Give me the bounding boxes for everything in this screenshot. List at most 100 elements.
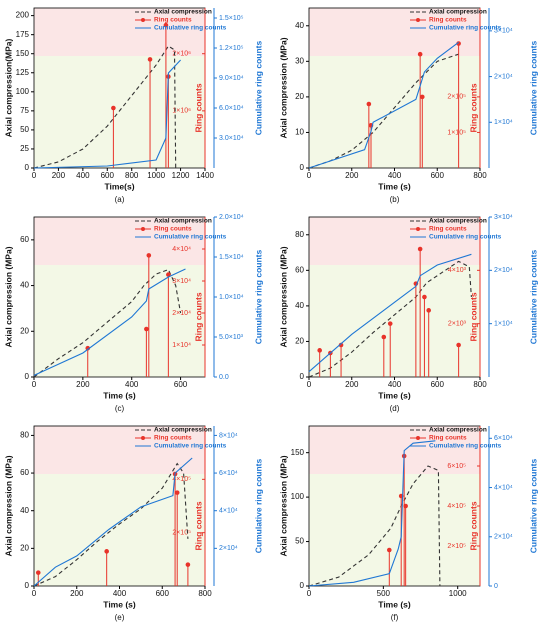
y3-tick-label: 4×10⁵ [172, 476, 191, 483]
x-tick-label: 0 [32, 171, 37, 180]
y2-tick-label: 1.5×10⁴ [219, 254, 244, 261]
y2-axis-label: Cumulative ring counts [253, 250, 263, 345]
y3-tick-label: 2×10⁵ [447, 543, 466, 550]
y3-tick-label: 3×10⁴ [172, 278, 191, 285]
x-tick-label: 600 [101, 171, 115, 180]
x-tick-label: 1000 [449, 589, 467, 598]
ring-marker [386, 547, 392, 553]
y3-tick-label: 2×10⁴ [172, 310, 191, 317]
y-axis-label: Axial compression (MPa) [278, 455, 288, 556]
y-tick-label: 75 [20, 106, 29, 115]
stage-zone [34, 426, 205, 474]
x-tick-label: 500 [377, 589, 391, 598]
y2-tick-label: 5.0×10³ [219, 334, 244, 341]
x-tick-label: 600 [431, 380, 445, 389]
y3-axis-label: Ring counts [468, 292, 478, 341]
y2-axis-label: Cumulative ring counts [253, 41, 263, 136]
y2-tick-label: 3×10⁴ [494, 28, 513, 35]
x-axis-label: Time (s) [103, 599, 136, 609]
legend-label: Axial compression [429, 9, 487, 16]
series-line [33, 59, 182, 169]
x-tick-label: 800 [473, 171, 487, 180]
y-tick-label: 10 [295, 128, 304, 137]
panel-label: (a) [115, 195, 125, 204]
x-tick-label: 600 [156, 589, 170, 598]
y-tick-label: 0 [300, 163, 305, 172]
stage-zone [34, 56, 205, 168]
ring-marker [147, 57, 153, 62]
legend-swatch [416, 227, 420, 231]
legend-label: Cumulative ring counts [154, 443, 227, 450]
y2-tick-label: 3.0×10⁴ [219, 135, 244, 142]
y-tick-label: 100 [16, 87, 30, 96]
y2-tick-label: 1×10⁴ [494, 119, 513, 126]
y3-tick-label: 4×10⁵ [447, 503, 466, 510]
ring-marker [174, 490, 180, 495]
legend-label: Ring counts [154, 435, 192, 442]
x-axis-label: Time (s) [378, 390, 411, 400]
series-line [33, 268, 182, 378]
ring-marker [185, 562, 191, 567]
legend-label: Ring counts [429, 435, 467, 442]
x-tick-label: 400 [125, 380, 139, 389]
y3-tick-label: 2×10⁵ [172, 530, 191, 537]
y2-tick-label: 6×10⁴ [494, 435, 513, 442]
y-tick-label: 40 [295, 21, 304, 30]
y3-axis-label: Ring counts [468, 501, 478, 550]
y-tick-label: 175 [16, 30, 30, 39]
stage-zone [309, 217, 480, 265]
series-line [33, 268, 186, 376]
x-tick-label: 400 [76, 171, 90, 180]
y2-tick-label: 0.0 [219, 374, 229, 381]
y-tick-label: 20 [20, 543, 29, 552]
panel-label: (b) [390, 195, 400, 204]
y3-tick-label: 1×10⁵ [447, 129, 466, 136]
y-tick-label: 80 [20, 431, 29, 440]
y2-tick-label: 4×10⁴ [494, 484, 513, 491]
y-tick-label: 40 [20, 506, 29, 515]
panel-label: (c) [115, 404, 125, 413]
y-axis-label: Axial compression (MPa) [278, 37, 288, 138]
x-tick-label: 1200 [172, 171, 190, 180]
y2-tick-label: 8×10⁴ [219, 432, 238, 439]
y-tick-label: 60 [20, 468, 29, 477]
ring-marker [104, 549, 109, 554]
y2-tick-label: 9.0×10⁴ [219, 75, 244, 82]
y2-tick-label: 2×10⁴ [219, 545, 238, 552]
y2-tick-label: 1.0×10⁴ [219, 294, 244, 301]
x-tick-label: 200 [52, 171, 66, 180]
y-tick-label: 60 [20, 235, 29, 244]
ring-marker [426, 308, 431, 313]
y-tick-label: 125 [16, 68, 30, 77]
y3-axis-label: Ring counts [193, 83, 203, 132]
y3-tick-label: 1×10⁶ [172, 108, 191, 115]
y-tick-label: 0 [25, 581, 30, 590]
legend-label: Ring counts [154, 17, 192, 24]
y2-tick-label: 0 [494, 583, 498, 590]
y-tick-label: 150 [291, 448, 305, 457]
x-tick-label: 200 [345, 380, 359, 389]
x-tick-label: 1400 [196, 171, 214, 180]
stage-zone [309, 56, 480, 168]
y-tick-label: 100 [291, 492, 305, 501]
legend-label: Cumulative ring counts [429, 443, 502, 450]
series-line [308, 41, 459, 169]
legend-swatch [416, 18, 420, 22]
x-tick-label: 0 [307, 171, 312, 180]
legend-swatch [141, 227, 145, 231]
x-tick-label: 400 [113, 589, 127, 598]
y-tick-label: 40 [295, 301, 304, 310]
y2-tick-label: 2×10⁴ [494, 534, 513, 541]
y-tick-label: 30 [295, 56, 304, 65]
ring-marker [417, 246, 423, 252]
ring-marker [403, 503, 408, 509]
y3-tick-label: 2×10⁵ [447, 94, 466, 101]
legend-label: Axial compression [429, 218, 487, 225]
x-tick-label: 800 [198, 589, 212, 598]
ring-marker [111, 105, 116, 111]
y-axis-label: Axial compression (MPa) [3, 455, 13, 556]
x-axis-label: Time (s) [103, 390, 136, 400]
y3-axis-label: Ring counts [468, 83, 478, 132]
y2-tick-label: 2×10⁴ [494, 267, 513, 274]
